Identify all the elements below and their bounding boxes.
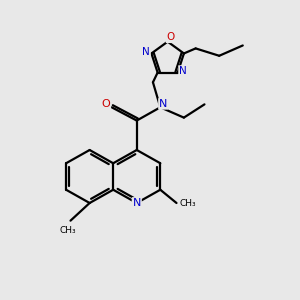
- Text: CH₃: CH₃: [59, 226, 76, 236]
- Text: O: O: [167, 32, 175, 42]
- Text: N: N: [179, 66, 187, 76]
- Text: N: N: [142, 47, 150, 57]
- Text: O: O: [101, 99, 110, 110]
- Text: CH₃: CH₃: [179, 199, 196, 208]
- Text: N: N: [133, 198, 141, 208]
- Text: N: N: [159, 99, 167, 109]
